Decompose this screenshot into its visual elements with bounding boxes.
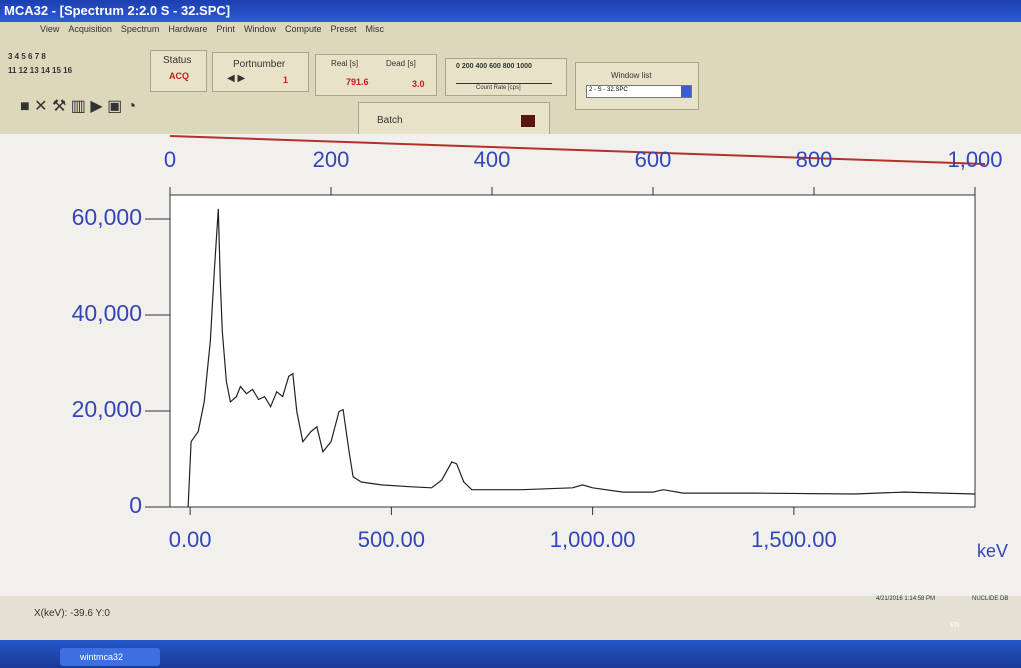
real-label: Real [s]	[331, 59, 359, 68]
menu-item[interactable]: Acquisition	[68, 24, 112, 34]
task-app: wintmca32	[80, 652, 124, 662]
menu-item[interactable]: Print	[216, 24, 235, 34]
x2-tick-label: 800	[796, 147, 833, 172]
batch-label: Batch	[377, 115, 403, 126]
dead-value: 3.0	[412, 79, 425, 89]
y-tick-label: 40,000	[72, 300, 142, 326]
red-rule	[169, 135, 986, 165]
menu-item[interactable]: Misc	[365, 24, 385, 34]
x2-tick-label: 600	[635, 147, 672, 172]
toolbar-icons[interactable]: ■ ✕ ⚒ ▥ ▶ ▣ ◔	[20, 98, 137, 115]
keys-top: 3 4 5 6 7 8	[8, 52, 46, 61]
menu-item[interactable]: Hardware	[168, 24, 208, 34]
nuclide-db: NUCLIDE DB	[972, 596, 1009, 602]
menu-bar: View Acquisition Spectrum Hardware Print Wind…	[40, 24, 393, 38]
window-list-value: 2 - S - 32.SPC	[589, 87, 628, 93]
y-tick-label: 20,000	[72, 396, 142, 422]
status-label: Status	[163, 55, 192, 66]
x2-tick-label: 200	[313, 147, 350, 172]
menu-item[interactable]: Window	[243, 24, 276, 34]
x-tick-label: 500.00	[358, 527, 425, 552]
datetime: 4/21/2016 1:14:58 PM	[876, 596, 936, 602]
window-list-box: Window list 2 - S - 32.SPC	[575, 62, 699, 110]
x-tick-label: 1,000.00	[550, 527, 636, 552]
x-axis-label: keV	[977, 541, 1008, 561]
time-box: Real [s] Dead [s] 791.6 3.0	[315, 54, 437, 96]
x-tick-label: 0.00	[169, 527, 212, 552]
x-tick-label: 1,500.00	[751, 527, 837, 552]
menu-item[interactable]: Compute	[284, 24, 322, 34]
status-value: ACQ	[169, 71, 189, 81]
status-box: Status ACQ	[150, 50, 207, 92]
menu-item[interactable]: Spectrum	[120, 24, 160, 34]
batch-box: Batch	[358, 102, 550, 138]
dead-label: Dead [s]	[386, 59, 416, 68]
cursor-readout: X(keV): -39.6 Y:0	[34, 608, 110, 619]
y-tick-label: 60,000	[72, 204, 142, 230]
window-list-label: Window list	[611, 71, 652, 80]
menu-item[interactable]: View	[40, 24, 60, 34]
y-tick-label: 0	[129, 492, 142, 518]
x2-tick-label: 1,000	[947, 147, 1002, 172]
lang: EN	[950, 622, 960, 629]
spectrum-line	[187, 208, 976, 508]
keys-bottom: 11 12 13 14 15 16	[8, 66, 73, 75]
batch-button[interactable]	[521, 115, 535, 127]
x2-tick-label: 0	[164, 147, 176, 172]
port-value: 1	[283, 75, 289, 85]
rate-label: Count Rate [cps]	[476, 85, 521, 91]
title-bar: MCA32 - [Spectrum 2:2.0 S - 32.SPC]	[0, 0, 1021, 22]
rate-scale: 0 200 400 600 800 1000	[456, 63, 532, 70]
real-value: 791.6	[346, 77, 369, 87]
task-button[interactable]: wintmca32	[60, 648, 160, 666]
chart: 0 20,000 40,000 60,000 0.00 500.00 1,000.00 1,5…	[0, 134, 1021, 596]
status-bar: X(keV): -39.6 Y:0 4/21/2016 1:14:58 PM N…	[0, 596, 1021, 640]
menu-item[interactable]: Preset	[330, 24, 357, 34]
window-list-select[interactable]: 2 - S - 32.SPC	[586, 85, 692, 98]
port-label: Portnumber	[233, 59, 286, 70]
x2-tick-label: 400	[474, 147, 511, 172]
window-title: MCA32 - [Spectrum 2:2.0 S - 32.SPC]	[4, 3, 231, 18]
port-box: Portnumber ◀ ▶ 1	[212, 52, 309, 92]
plot-frame	[169, 194, 976, 508]
rate-box: 0 200 400 600 800 1000 Count Rate [cps]	[445, 58, 567, 96]
taskbar: wintmca32 EN	[0, 622, 1021, 668]
